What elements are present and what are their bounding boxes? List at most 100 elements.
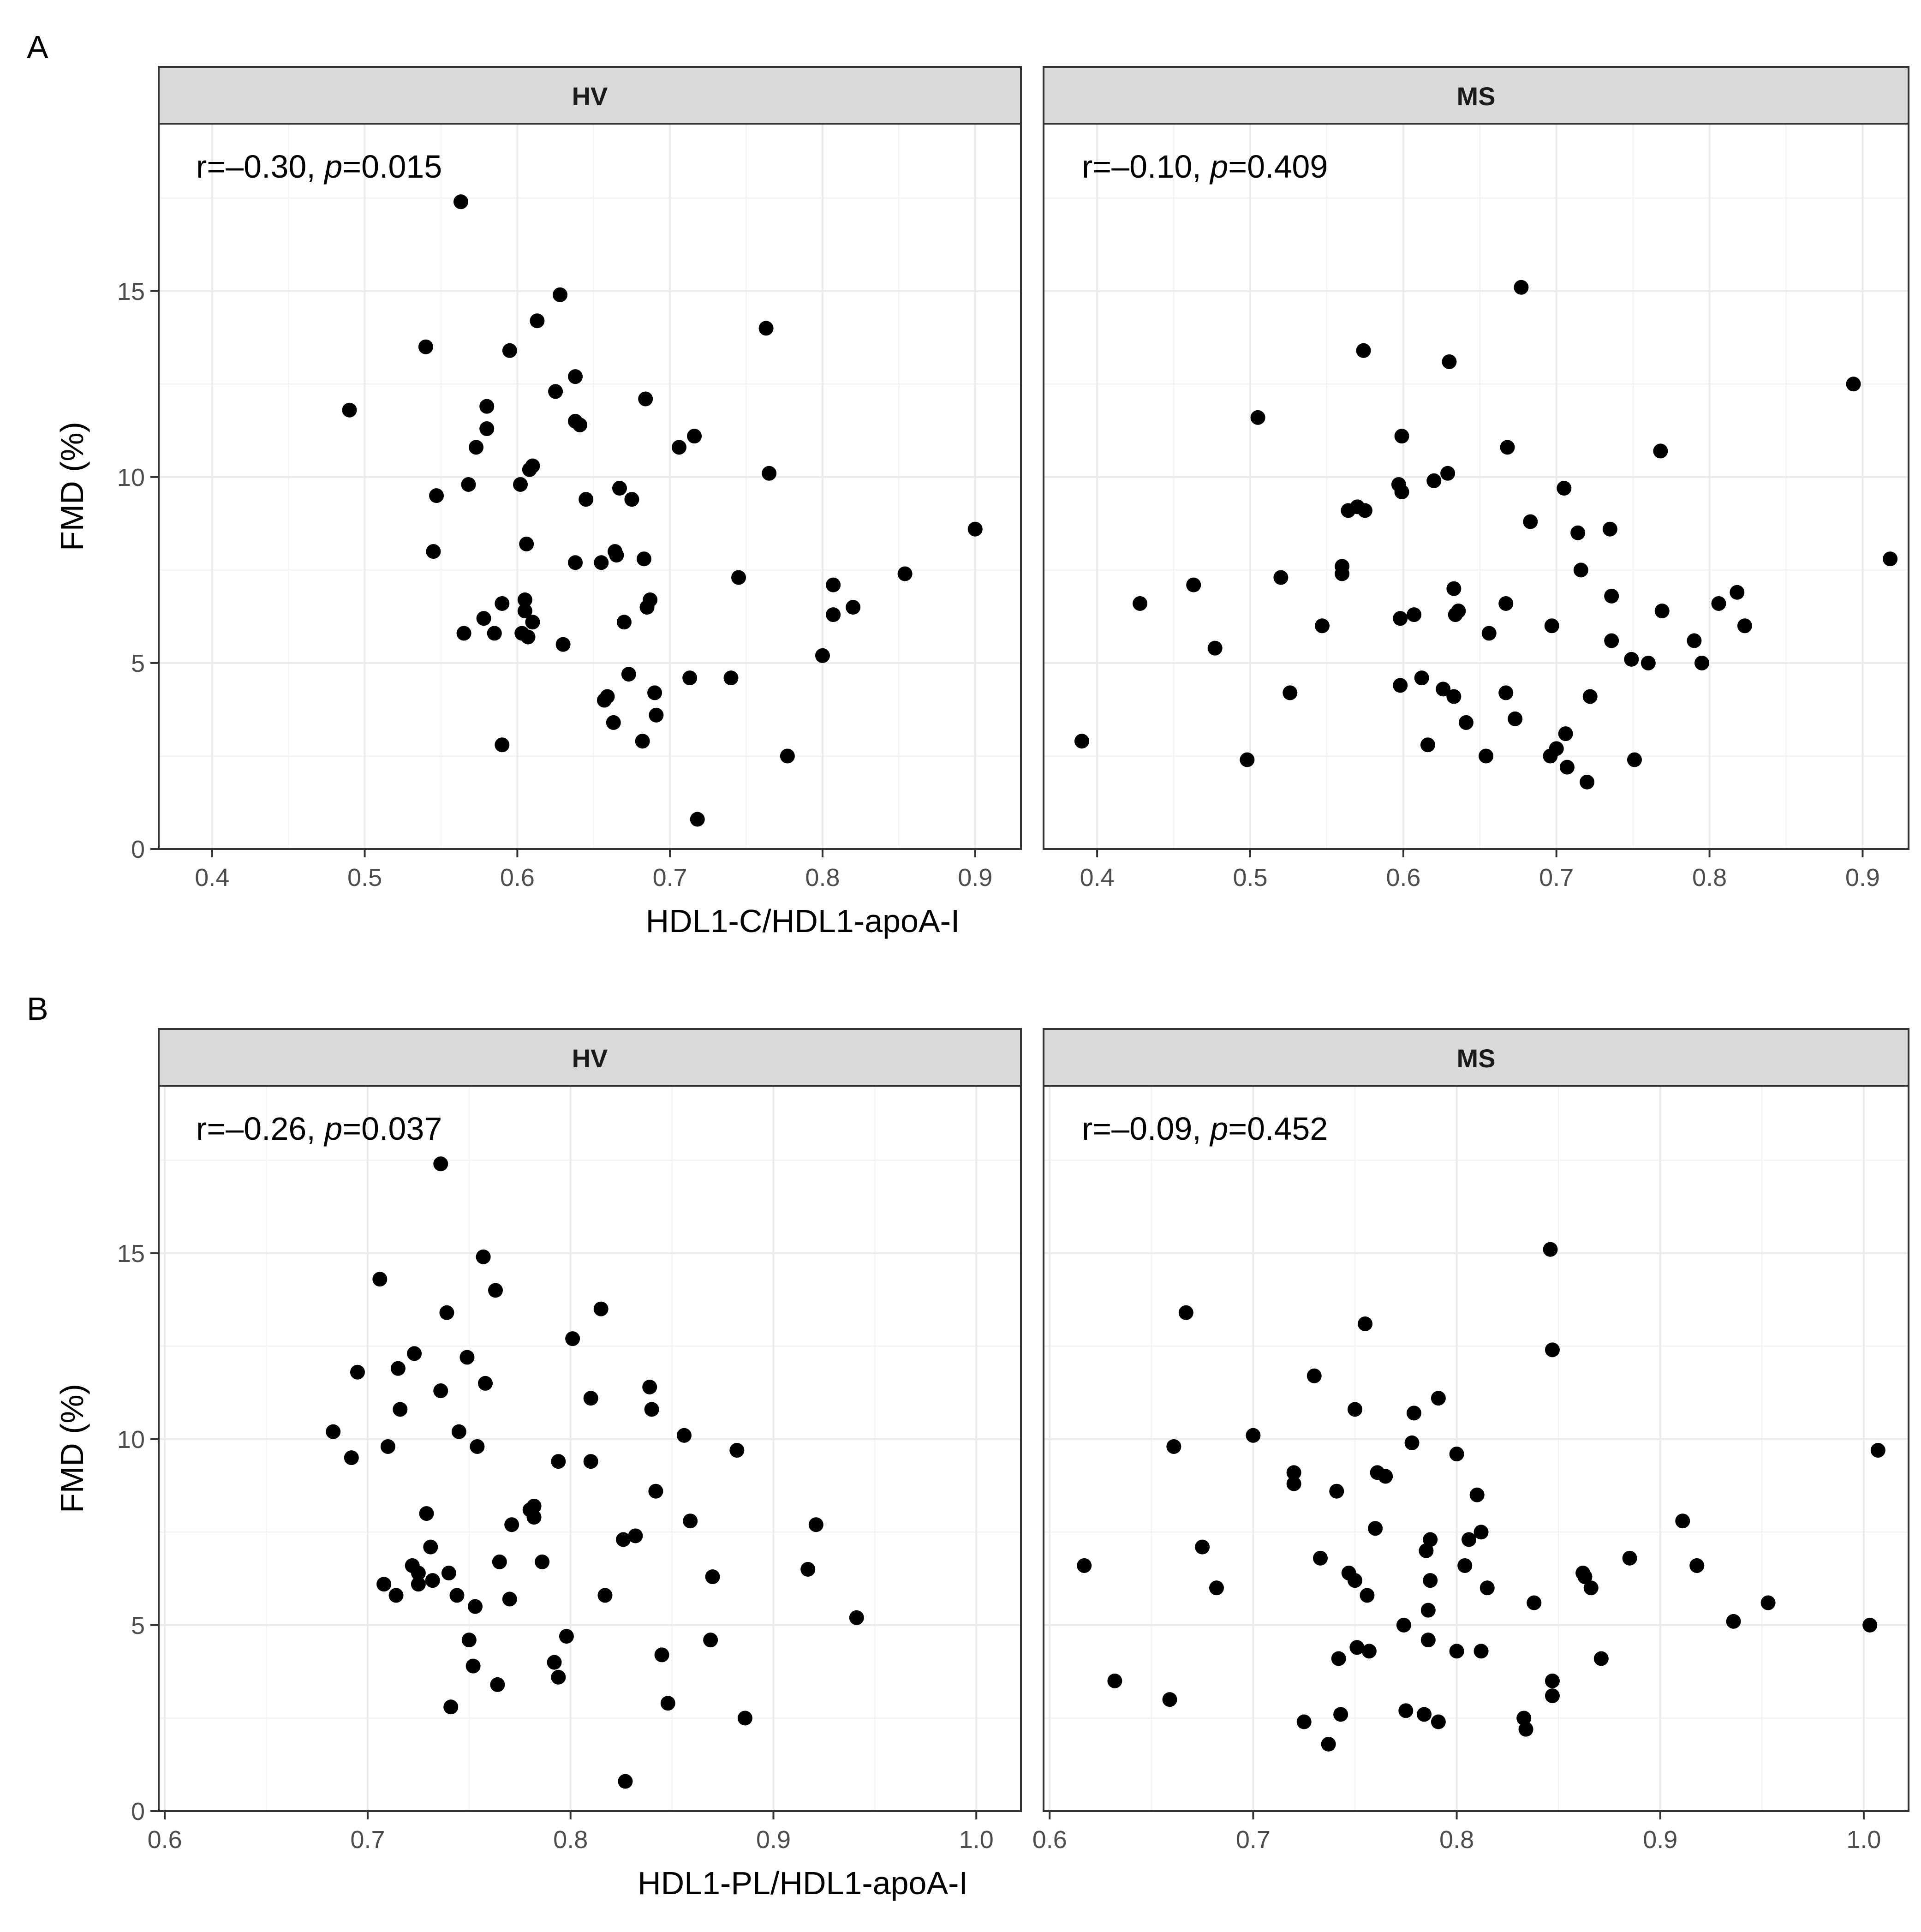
data-point [411, 1566, 426, 1581]
data-point [559, 1629, 574, 1644]
data-point [1162, 1692, 1177, 1707]
data-point [690, 812, 705, 827]
data-point [687, 429, 702, 444]
x-tick-label: 1.0 [1846, 1826, 1881, 1854]
data-point [1321, 1736, 1336, 1752]
data-point [1523, 514, 1538, 529]
data-point [425, 1573, 440, 1588]
data-point [1398, 1703, 1414, 1718]
r-value: r=–0.30, [196, 149, 324, 185]
correlation-annotation: r=–0.26, p=0.037 [196, 1111, 442, 1147]
y-axis-title: FMD (%) [54, 422, 90, 551]
data-point [815, 648, 830, 663]
data-point [1207, 640, 1223, 656]
data-point [1240, 752, 1255, 767]
data-point [642, 1379, 657, 1394]
data-point [426, 544, 441, 559]
data-point [1500, 440, 1515, 455]
data-point [1462, 1532, 1477, 1547]
data-point [520, 629, 536, 645]
y-tick-label: 5 [131, 650, 145, 677]
data-point [1394, 429, 1409, 444]
data-point [1419, 1543, 1434, 1558]
plot-border [1043, 123, 1909, 850]
facet-strip [158, 66, 1022, 125]
data-point [1726, 1614, 1741, 1629]
data-point [636, 551, 651, 567]
correlation-annotation: r=–0.30, p=0.015 [196, 149, 442, 185]
data-point [1514, 280, 1529, 295]
y-axis: 0 5 10 15 [117, 278, 159, 863]
x-tick-label: 0.7 [1236, 1826, 1271, 1854]
data-point [490, 1677, 505, 1692]
data-point [1545, 1673, 1560, 1688]
r-value: r=–0.26, [196, 1111, 324, 1147]
data-point [1580, 774, 1595, 790]
data-point [476, 611, 491, 626]
data-point [597, 1588, 613, 1603]
x-axis: 0.4 0.5 0.6 0.7 0.8 0.9 [195, 849, 992, 891]
y-tick-label: 10 [117, 1426, 145, 1453]
x-tick-label: 0.5 [1233, 864, 1267, 891]
r-value: r=–0.09, [1082, 1111, 1210, 1147]
data-point [495, 596, 510, 611]
data-point [654, 1647, 669, 1663]
data-point [676, 1428, 692, 1443]
data-point [488, 1283, 503, 1298]
data-point [1426, 473, 1442, 488]
data-point [1527, 1595, 1542, 1610]
p-symbol: p [323, 1111, 342, 1147]
data-point [411, 1577, 426, 1592]
data-point [419, 1506, 434, 1521]
facet-strip [1043, 66, 1909, 125]
data-point [1480, 1580, 1495, 1596]
data-point [1737, 618, 1752, 634]
data-point [1559, 760, 1575, 775]
panel-b-label: B [27, 991, 48, 1027]
p-value: =0.037 [342, 1111, 442, 1147]
data-point [443, 1699, 459, 1715]
data-point [606, 715, 621, 730]
data-point [1074, 734, 1089, 749]
data-point [1361, 1644, 1377, 1659]
x-axis-title: HDL1-PL/HDL1-apoA-I [638, 1865, 968, 1901]
data-point [1178, 1305, 1193, 1320]
data-point [1195, 1539, 1210, 1555]
y-tick-label: 15 [117, 1240, 145, 1268]
data-point [526, 1510, 542, 1525]
data-point [780, 748, 795, 764]
data-point [1675, 1513, 1690, 1529]
data-point [723, 670, 739, 686]
data-point [525, 615, 540, 630]
data-point [1393, 678, 1408, 693]
data-point [552, 287, 567, 302]
data-point [624, 492, 639, 507]
data-point [1760, 1595, 1776, 1610]
data-point [628, 1528, 643, 1543]
data-point [609, 548, 624, 563]
data-point [548, 384, 563, 399]
data-point [1440, 466, 1456, 481]
data-point [456, 626, 471, 641]
data-point [517, 604, 532, 619]
panel-b-hv-facet: HV r=–0.26, p=0.037 0.6 0.7 0.8 0.9 1.0 [148, 1028, 1022, 1854]
data-point [1870, 1443, 1885, 1458]
data-point [568, 555, 583, 570]
data-point [478, 1376, 493, 1391]
data-point [502, 1591, 517, 1607]
x-tick-label: 0.6 [148, 1826, 182, 1854]
x-tick-label: 0.9 [1845, 864, 1880, 891]
data-point [800, 1562, 816, 1577]
data-point [612, 481, 627, 496]
facet-strip-label: HV [572, 82, 608, 111]
data-point [1431, 1391, 1446, 1406]
data-point [530, 313, 545, 329]
x-tick-label: 0.8 [553, 1826, 588, 1854]
data-point [551, 1669, 566, 1685]
data-point [1404, 1435, 1420, 1450]
data-point [1348, 1573, 1362, 1588]
facet-strip-label: MS [1457, 1044, 1496, 1073]
data-point [649, 707, 664, 723]
data-points [1074, 280, 1898, 790]
